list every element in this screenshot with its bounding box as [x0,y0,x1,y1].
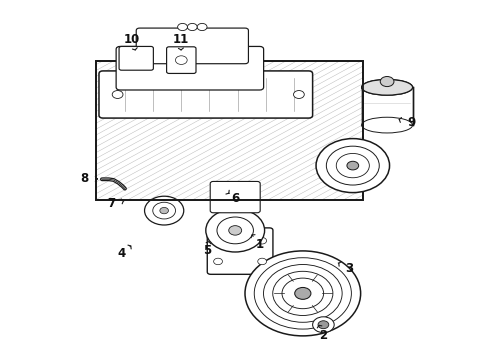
FancyBboxPatch shape [119,46,153,70]
Circle shape [258,258,267,265]
Circle shape [177,23,187,31]
Circle shape [112,91,123,99]
Circle shape [258,238,267,244]
Text: 8: 8 [81,172,89,185]
Circle shape [153,202,175,219]
Text: 3: 3 [345,262,353,275]
Circle shape [313,317,334,333]
Bar [96,61,363,200]
Circle shape [206,209,265,252]
Ellipse shape [362,80,413,95]
Circle shape [175,56,187,64]
Circle shape [145,196,184,225]
Circle shape [294,91,304,99]
Text: 4: 4 [118,247,125,260]
Circle shape [318,321,329,329]
FancyBboxPatch shape [116,46,264,90]
FancyBboxPatch shape [99,71,313,118]
Circle shape [326,146,379,185]
FancyBboxPatch shape [167,47,196,73]
Circle shape [229,226,242,235]
Text: 6: 6 [231,192,239,205]
Circle shape [160,207,169,214]
FancyBboxPatch shape [207,228,273,274]
FancyBboxPatch shape [136,28,248,64]
Circle shape [336,153,369,178]
Circle shape [347,161,359,170]
Circle shape [316,139,390,193]
Circle shape [217,217,253,244]
Bar [96,61,363,200]
Text: 7: 7 [108,197,116,210]
Circle shape [264,265,342,322]
Circle shape [214,238,222,244]
Text: 9: 9 [408,116,416,129]
Bar [362,87,413,125]
Bar [96,61,363,200]
Text: 10: 10 [124,33,141,46]
Circle shape [254,258,351,329]
Text: 1: 1 [256,238,264,251]
Circle shape [214,258,222,265]
Ellipse shape [362,80,413,95]
Circle shape [245,251,361,336]
Circle shape [294,287,311,300]
Text: 11: 11 [172,33,189,46]
Circle shape [187,23,197,31]
Circle shape [282,278,323,309]
FancyBboxPatch shape [210,181,260,213]
Circle shape [273,271,333,315]
Circle shape [380,77,394,87]
Ellipse shape [362,117,413,133]
Text: 2: 2 [319,329,327,342]
Circle shape [197,23,207,31]
Text: 5: 5 [203,244,211,257]
